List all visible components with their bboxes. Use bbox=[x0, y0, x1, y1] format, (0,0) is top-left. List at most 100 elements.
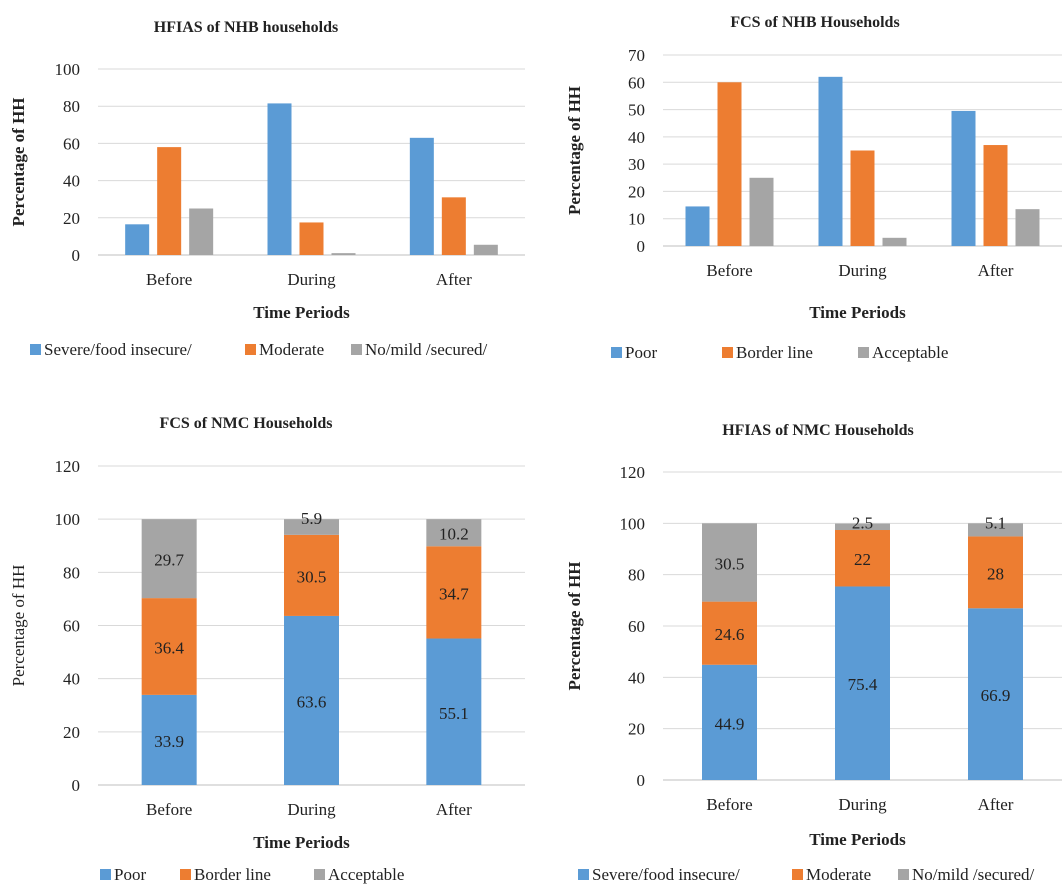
y-tick-label: 0 bbox=[637, 237, 646, 256]
chart-panel-2: FCS of NHB Households 0 10 20 30 40 50 60 70 Perc… bbox=[565, 14, 1062, 362]
y-tick-label: 10 bbox=[628, 210, 645, 229]
y-tick-label: 40 bbox=[628, 128, 645, 147]
bar-poor-after bbox=[951, 110, 976, 246]
legend-label: Poor bbox=[625, 343, 657, 362]
x-tick-label: During bbox=[287, 270, 336, 289]
y-tick-label: 0 bbox=[72, 246, 81, 265]
x-tick-label: During bbox=[287, 800, 336, 819]
data-label: 28 bbox=[987, 564, 1004, 583]
y-tick-label: 0 bbox=[637, 771, 646, 790]
y-tick-label: 40 bbox=[63, 172, 80, 191]
bar-border-line-after bbox=[983, 145, 1008, 246]
x-tick-label: After bbox=[978, 261, 1014, 280]
y-tick-label: 120 bbox=[620, 463, 646, 482]
bar-segment-severe-food-insecure-during bbox=[835, 586, 890, 780]
y-tick-label: 20 bbox=[628, 720, 645, 739]
y-tick-label: 100 bbox=[620, 514, 646, 533]
y-tick-label: 60 bbox=[63, 617, 80, 636]
data-label: 75.4 bbox=[848, 675, 878, 694]
bar-border-line-during bbox=[850, 150, 875, 246]
legend-swatch bbox=[722, 347, 733, 358]
data-label: 63.6 bbox=[297, 692, 327, 711]
data-label: 36.4 bbox=[154, 639, 184, 658]
bar-moderate-during bbox=[299, 222, 324, 255]
data-label: 55.1 bbox=[439, 704, 469, 723]
legend-label: Severe/food insecure/ bbox=[592, 865, 740, 884]
y-tick-label: 0 bbox=[72, 776, 81, 795]
bar-segment-acceptable-during bbox=[284, 519, 339, 535]
x-axis-label: Time Periods bbox=[809, 830, 906, 849]
bar-segment-border-line-during bbox=[284, 534, 339, 616]
data-label: 10.2 bbox=[439, 525, 469, 544]
bar-segment-border-line-after bbox=[426, 546, 482, 639]
y-tick-label: 80 bbox=[63, 563, 80, 582]
y-tick-label: 100 bbox=[55, 60, 81, 79]
chart-title: FCS of NHB Households bbox=[730, 14, 899, 31]
data-label: 5.9 bbox=[301, 509, 322, 528]
y-tick-label: 60 bbox=[628, 617, 645, 636]
y-tick-label: 30 bbox=[628, 155, 645, 174]
bar-segment-moderate-during bbox=[835, 530, 890, 587]
legend-swatch bbox=[180, 869, 191, 880]
legend-swatch bbox=[314, 869, 325, 880]
legend-swatch bbox=[245, 344, 256, 355]
x-tick-label: Before bbox=[146, 800, 192, 819]
y-tick-label: 50 bbox=[628, 101, 645, 120]
y-axis-label: Percentage of HH bbox=[565, 86, 584, 215]
legend-swatch bbox=[30, 344, 41, 355]
bar-segment-acceptable-after bbox=[426, 519, 482, 547]
legend-swatch bbox=[351, 344, 362, 355]
legend-swatch bbox=[611, 347, 622, 358]
data-label: 22 bbox=[854, 550, 871, 569]
chart-title: HFIAS of NHB households bbox=[154, 19, 339, 36]
y-tick-label: 80 bbox=[628, 566, 645, 585]
y-tick-label: 60 bbox=[63, 134, 80, 153]
data-label: 5.1 bbox=[985, 513, 1006, 532]
bar-acceptable-after bbox=[1015, 209, 1040, 246]
data-label: 66.9 bbox=[981, 686, 1011, 705]
bar-no-mild-secured-before bbox=[189, 208, 214, 255]
bar-segment-severe-food-insecure-before bbox=[702, 664, 757, 780]
bar-severe-food-insecure-after bbox=[409, 137, 434, 255]
x-tick-label: Before bbox=[706, 795, 752, 814]
bar-segment-poor-before bbox=[141, 694, 197, 785]
data-label: 24.6 bbox=[715, 625, 745, 644]
legend-label: No/mild /secured/ bbox=[365, 340, 488, 359]
bar-segment-severe-food-insecure-after bbox=[968, 608, 1023, 780]
data-label: 29.7 bbox=[154, 551, 184, 570]
bar-border-line-before bbox=[717, 82, 742, 247]
legend-label: Moderate bbox=[259, 340, 324, 359]
bar-segment-moderate-after bbox=[968, 536, 1023, 609]
x-axis-label: Time Periods bbox=[809, 303, 906, 322]
legend-swatch bbox=[858, 347, 869, 358]
x-tick-label: After bbox=[978, 795, 1014, 814]
y-axis-label: Percentage of HH bbox=[9, 565, 28, 687]
data-label: 33.9 bbox=[154, 732, 184, 751]
legend-label: Border line bbox=[194, 865, 271, 884]
data-label: 30.5 bbox=[715, 554, 745, 573]
chart-panel-1: HFIAS of NHB households 0 20 40 60 80 100 Perce… bbox=[9, 19, 525, 359]
bar-segment-acceptable-before bbox=[141, 519, 197, 599]
bar-poor-before bbox=[685, 206, 710, 246]
legend-label: Poor bbox=[114, 865, 146, 884]
bar-moderate-after bbox=[441, 197, 466, 255]
bar-segment-moderate-before bbox=[702, 601, 757, 665]
legend-label: Acceptable bbox=[328, 865, 404, 884]
bar-no-mild-secured-after bbox=[473, 244, 498, 255]
bar-acceptable-before bbox=[749, 177, 774, 246]
chart-title: HFIAS of NMC Households bbox=[722, 422, 914, 439]
data-label: 34.7 bbox=[439, 584, 469, 603]
x-tick-label: After bbox=[436, 800, 472, 819]
x-tick-label: During bbox=[838, 795, 887, 814]
legend-label: No/mild /secured/ bbox=[912, 865, 1035, 884]
y-axis-label: Percentage of HH bbox=[9, 97, 28, 226]
legend-label: Moderate bbox=[806, 865, 871, 884]
y-tick-label: 70 bbox=[628, 46, 645, 65]
chart-panel-3: FCS of NMC Households 0 20 40 60 80 100 120 Perc… bbox=[9, 415, 525, 884]
y-tick-label: 20 bbox=[63, 209, 80, 228]
x-axis-label: Time Periods bbox=[253, 303, 350, 322]
data-label: 30.5 bbox=[297, 567, 327, 586]
legend-swatch bbox=[792, 869, 803, 880]
chart-panel-4: HFIAS of NMC Households 0 20 40 60 80 100 120 Pe… bbox=[565, 422, 1062, 884]
